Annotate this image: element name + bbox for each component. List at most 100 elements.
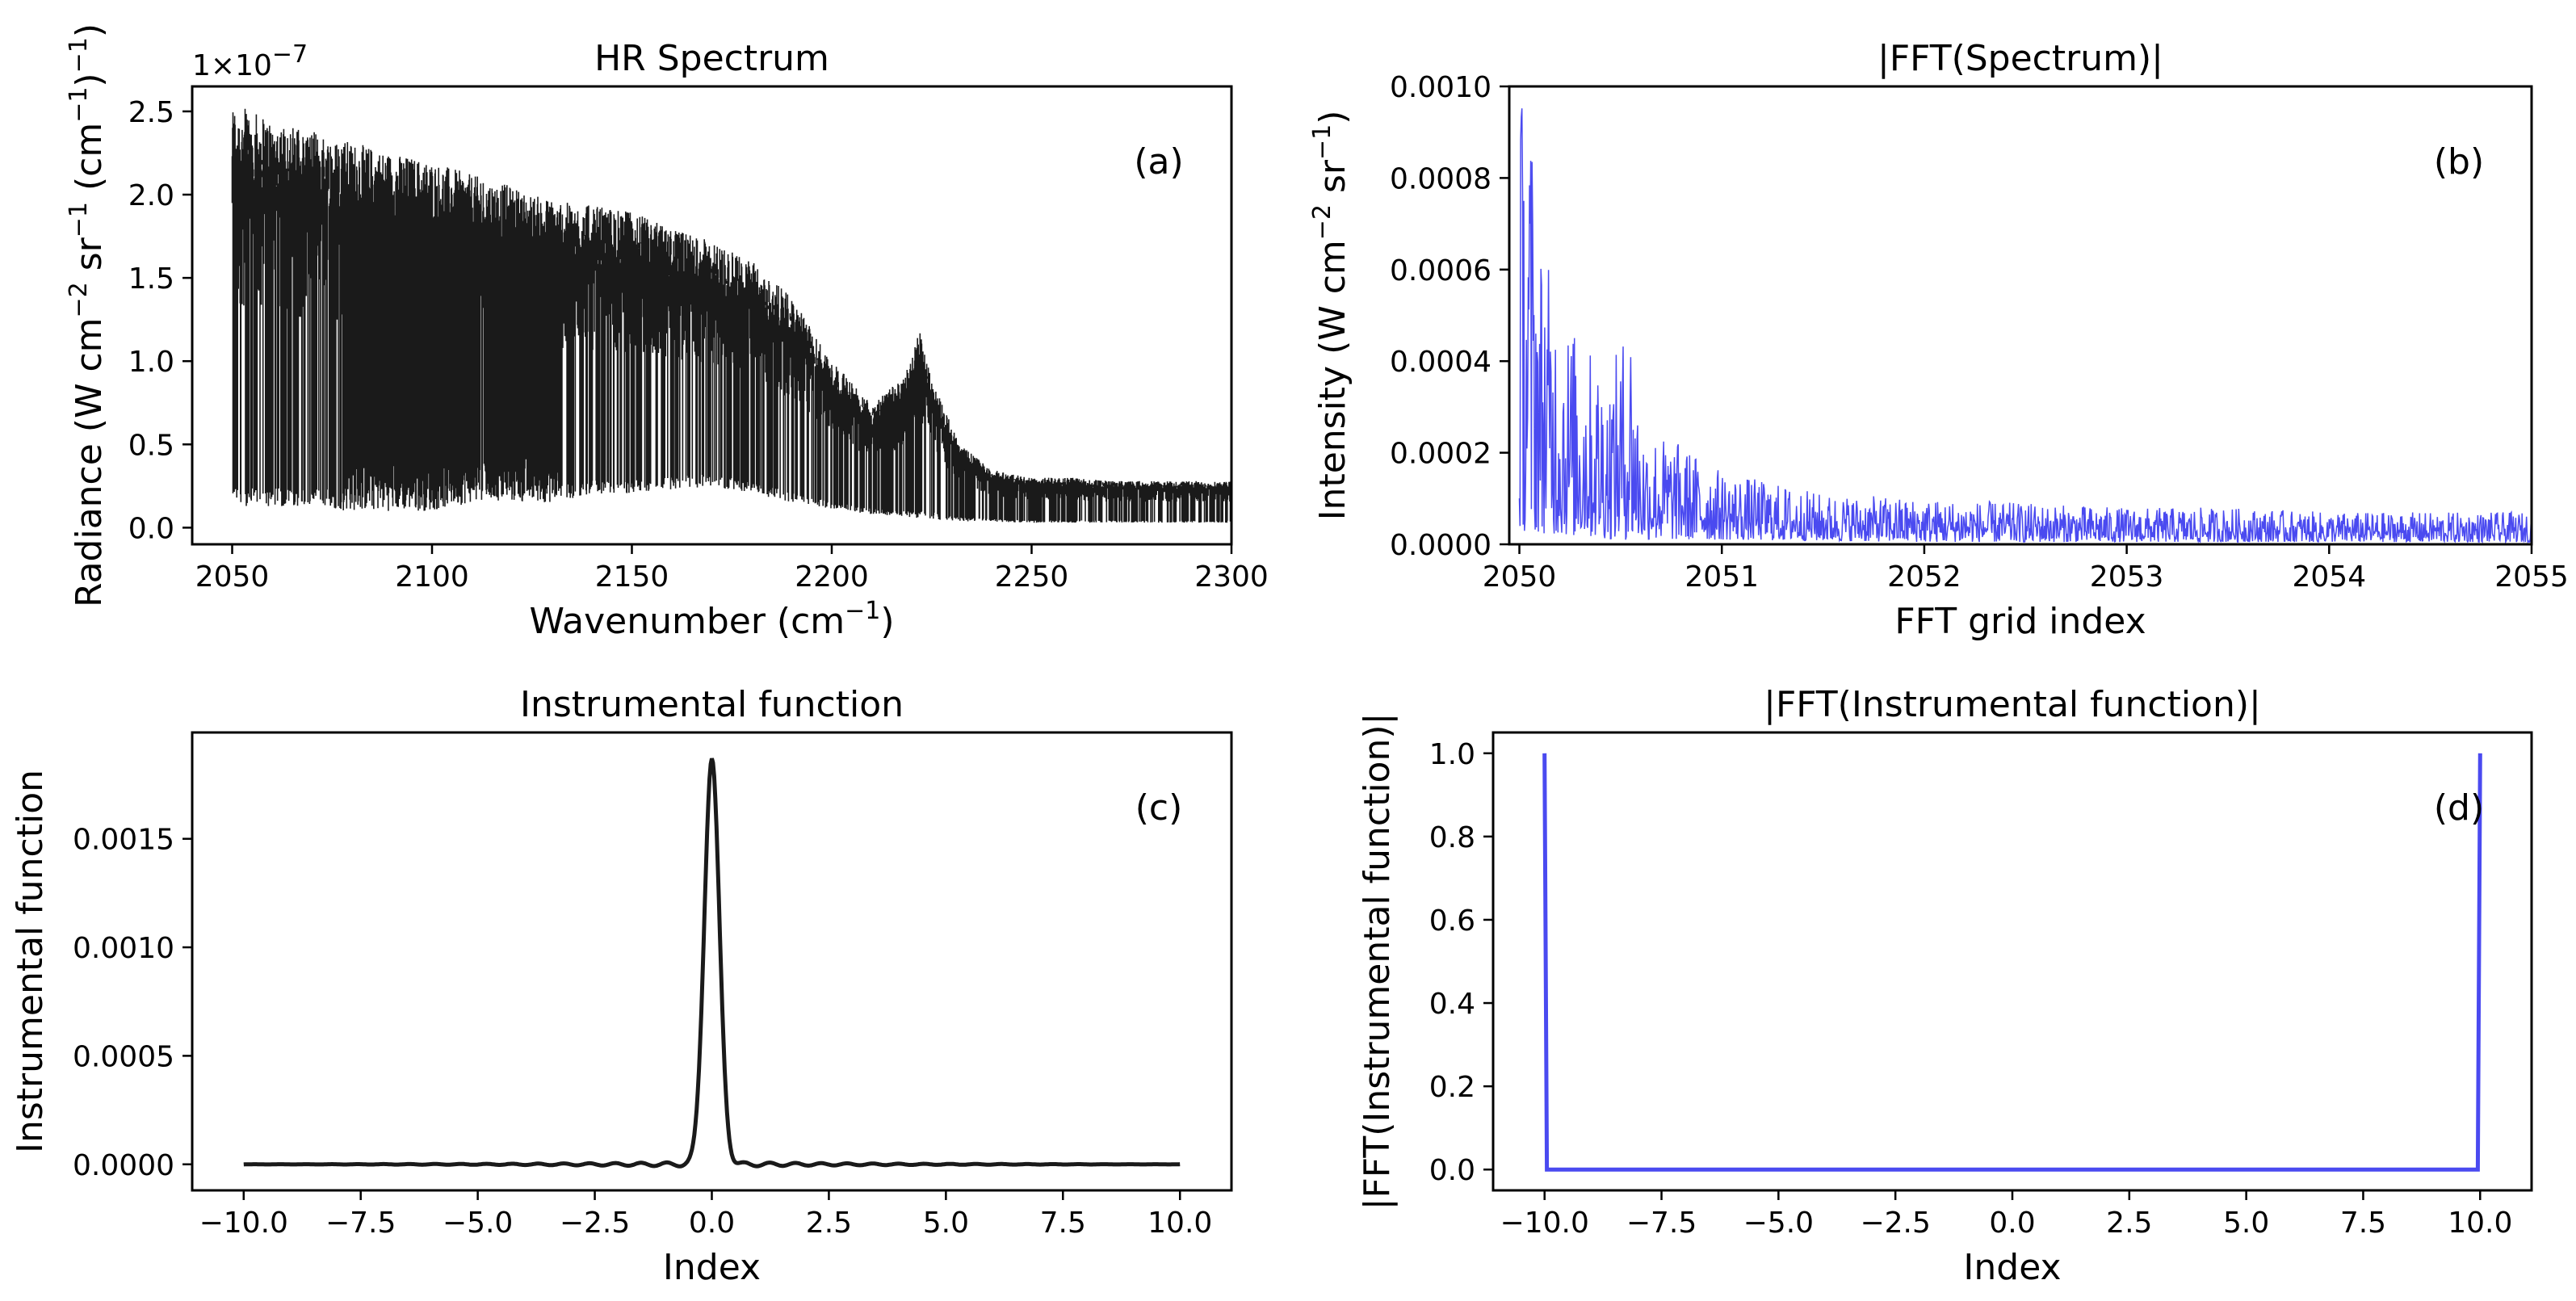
panel-label: (d) [2434, 787, 2484, 829]
y-tick-label: 0.0 [128, 512, 174, 545]
y-tick-label: 0.0004 [1390, 346, 1491, 379]
x-tick-label: 2.5 [2106, 1207, 2152, 1240]
x-tick-label: 2052 [1887, 560, 1961, 594]
x-tick-label: 2051 [1684, 560, 1759, 594]
x-axis-label: Index [1963, 1247, 2061, 1288]
y-tick-label: 1.5 [128, 262, 174, 296]
x-axis-label: FFT grid index [1894, 601, 2146, 642]
y-tick-label: 2.0 [128, 179, 174, 212]
panel-label: (c) [1135, 787, 1183, 829]
y-axis-label-sup: −1 [65, 202, 93, 237]
x-axis-label-sup: −1 [845, 597, 880, 625]
chart-panel-a: 2050 2100 2150 2200 2250 2300 0.0 0.5 1.0 1.5 2.0 2… [65, 23, 1269, 642]
y-tick-label: 0.0006 [1390, 254, 1491, 287]
y-tick-label: 0.0000 [73, 1149, 174, 1182]
y-scale-offset-label: 1×10−7 [192, 40, 308, 82]
y-axis-label-sup: −1 [65, 87, 93, 123]
panel-label: (b) [2434, 141, 2484, 183]
y-tick-label: 0.2 [1429, 1071, 1475, 1104]
x-tick-label: 2053 [2090, 560, 2164, 594]
plot-area [1542, 753, 2482, 1172]
x-tick-label: 7.5 [2340, 1207, 2386, 1240]
x-tick-label: 0.0 [1989, 1207, 2035, 1240]
x-tick-label: 5.0 [923, 1207, 969, 1240]
y-tick-label: 1.0 [128, 346, 174, 379]
y-tick-label: 0.5 [128, 429, 174, 462]
y-tick-label: 0.0 [1429, 1154, 1475, 1187]
x-axis-label: Wavenumber (cm−1) [529, 597, 894, 642]
fft-instrumental-line [1542, 753, 2482, 1172]
y-axis-label-text: sr [1312, 159, 1353, 204]
y-tick-label: 0.6 [1429, 904, 1475, 938]
y-axis-label-text: ) [69, 23, 110, 37]
y-scale-offset-text: 1×10 [192, 49, 272, 82]
x-tick-label: 0.0 [689, 1207, 735, 1240]
x-axis-label-text: FFT grid index [1894, 601, 2146, 642]
x-tick-label: 10.0 [2448, 1207, 2512, 1240]
y-tick-label: 0.0002 [1390, 438, 1491, 471]
panel-title: HR Spectrum [594, 38, 829, 79]
plot-area [243, 758, 1181, 1169]
chart-panel-d: −10.0 −7.5 −5.0 −2.5 0.0 2.5 5.0 7.5 10.0 0.0 0.2 0… [1357, 684, 2533, 1288]
x-tick-label: 2100 [395, 560, 469, 594]
x-tick-label: 2250 [995, 560, 1069, 594]
y-axis-label-text: ) [1312, 111, 1353, 124]
spectrum-line [231, 108, 1231, 523]
x-tick-label: 2200 [795, 560, 869, 594]
axes-frame [1508, 85, 2533, 546]
y-tick-label: 1.0 [1429, 738, 1475, 771]
chart-panel-b: 2050 2051 2052 2053 2054 2055 0.0000 0.0002 0.00… [1308, 38, 2569, 642]
axes-frame [1491, 731, 2533, 1192]
y-tick-label: 0.0008 [1390, 162, 1491, 195]
y-tick-label: 0.0000 [1390, 529, 1491, 562]
x-tick-label: −7.5 [325, 1207, 396, 1240]
y-axis-label-text: (cm [69, 123, 110, 202]
x-tick-label: 2055 [2494, 560, 2569, 594]
y-axis-label-text: Intensity (W cm [1312, 240, 1353, 520]
y-tick-label: 0.0015 [73, 824, 174, 857]
x-axis-label: Index [663, 1247, 761, 1288]
y-axis-label-text: sr [69, 237, 110, 282]
y-axis-label: Intensity (W cm−2 sr−1) [1308, 111, 1353, 521]
x-tick-label: −7.5 [1626, 1207, 1697, 1240]
x-tick-label: 2050 [1483, 560, 1557, 594]
y-axis-label-sup: −2 [1308, 204, 1336, 240]
fft-spectrum-line [1518, 108, 2532, 544]
instrumental-function-line [243, 758, 1181, 1169]
y-axis-label-sup: −2 [65, 282, 93, 317]
x-axis-label-text: Wavenumber (cm [529, 601, 845, 642]
y-axis-label-text: Radiance (W cm [69, 317, 110, 607]
x-axis-label-text: Index [663, 1247, 761, 1288]
y-axis-label: Radiance (W cm−2 sr−1 (cm−1)−1) [65, 23, 110, 607]
y-tick-label: 0.4 [1429, 988, 1475, 1021]
y-axis-label-sup: −1 [1308, 124, 1336, 160]
x-tick-label: 5.0 [2223, 1207, 2269, 1240]
axes-frame [191, 85, 1233, 546]
y-tick-label: 0.8 [1429, 821, 1475, 854]
y-axis-label-sup: −1 [65, 37, 93, 73]
x-axis-label-text: Index [1963, 1247, 2061, 1288]
x-tick-label: −5.0 [443, 1207, 513, 1240]
x-tick-label: −5.0 [1743, 1207, 1814, 1240]
x-tick-label: −10.0 [199, 1207, 288, 1240]
y-tick-label: 0.0010 [73, 932, 174, 965]
panel-label: (a) [1134, 141, 1183, 183]
x-tick-label: 2.5 [806, 1207, 852, 1240]
y-tick-label: 0.0005 [73, 1040, 174, 1073]
y-axis-label: |FFT(Instrumental function)| [1357, 713, 1398, 1211]
panel-title: Instrumental function [520, 684, 904, 725]
x-tick-label: 2300 [1194, 560, 1269, 594]
y-axis-label-text: ) [69, 73, 110, 86]
x-tick-label: −10.0 [1500, 1207, 1589, 1240]
panel-title: |FFT(Spectrum)| [1877, 38, 2163, 79]
chart-panel-c: −10.0 −7.5 −5.0 −2.5 0.0 2.5 5.0 7.5 10.0 0.0000 0… [10, 684, 1233, 1288]
x-tick-label: 2150 [595, 560, 669, 594]
x-axis-label-tail: ) [880, 601, 894, 642]
y-tick-label: 0.0010 [1390, 71, 1491, 104]
x-tick-label: 7.5 [1040, 1207, 1086, 1240]
plot-area [1518, 108, 2532, 544]
x-tick-label: 2054 [2292, 560, 2366, 594]
plot-area [231, 108, 1231, 523]
x-tick-label: 2050 [195, 560, 270, 594]
